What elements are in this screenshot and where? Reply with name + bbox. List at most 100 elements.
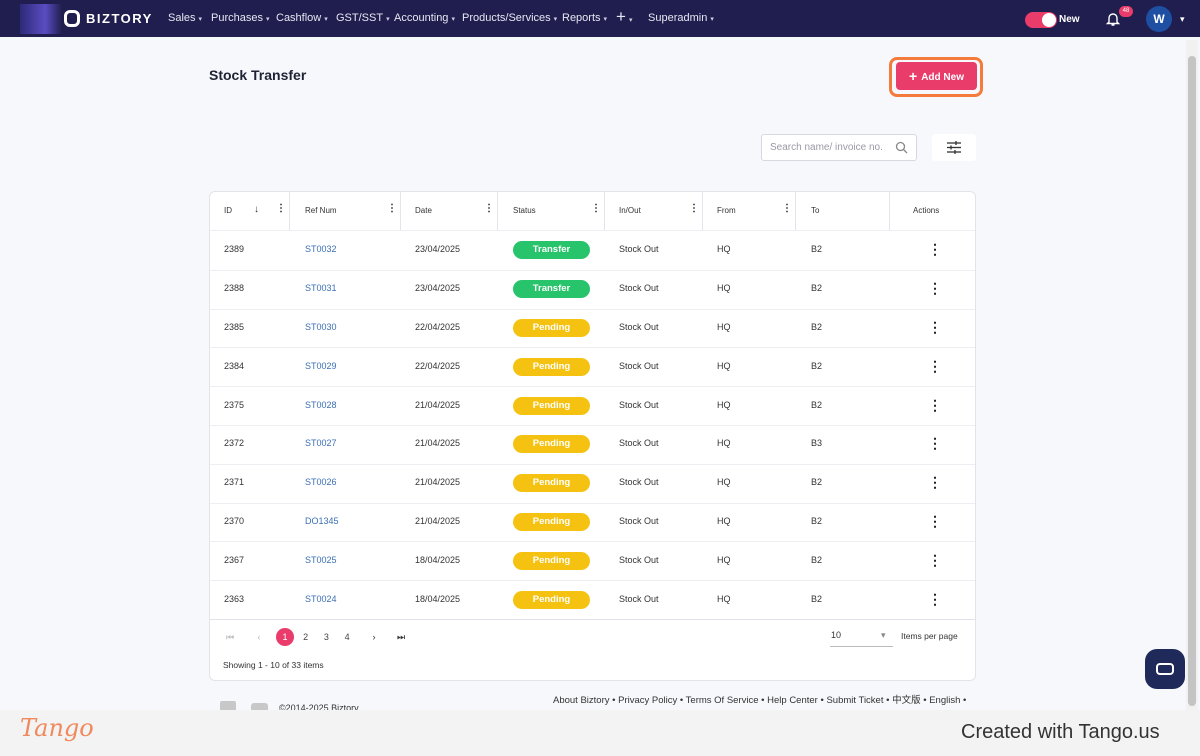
- brand-mosaic: [20, 4, 62, 34]
- inout-cell: Stock Out: [619, 593, 659, 604]
- pager-nav[interactable]: ⏭: [396, 632, 406, 642]
- from-cell: HQ: [717, 322, 731, 332]
- column-header[interactable]: In/Out: [619, 206, 641, 215]
- bell[interactable]: [1105, 11, 1121, 27]
- page-title: Stock Transfer: [209, 67, 307, 83]
- column-header[interactable]: ID: [224, 206, 232, 215]
- pager-nav[interactable]: ‹: [257, 632, 261, 642]
- inout-cell: Stock Out: [619, 477, 659, 488]
- column-header[interactable]: Date: [415, 206, 432, 215]
- id-cell: 2371: [224, 477, 245, 488]
- brand-name[interactable]: BIZTORY: [86, 11, 153, 26]
- column-menu[interactable]: ⋮: [689, 203, 699, 214]
- scroll-thumb[interactable]: [1188, 56, 1196, 706]
- caret: ▾: [451, 16, 455, 23]
- column-menu[interactable]: ⋮: [782, 203, 792, 214]
- to-cell: B2: [811, 322, 823, 332]
- status-pill: Pending: [513, 590, 590, 609]
- ref-link[interactable]: ST0032: [305, 244, 337, 255]
- menu-item[interactable]: Reports ▾: [562, 12, 608, 24]
- page-number[interactable]: 4: [344, 632, 350, 642]
- avatar[interactable]: W: [1146, 6, 1172, 32]
- add-new-button[interactable]: + Add New: [896, 62, 977, 90]
- filter-button[interactable]: [932, 134, 976, 161]
- column-menu[interactable]: ⋮: [484, 203, 494, 214]
- sort-icon[interactable]: ↓: [254, 204, 259, 215]
- row-actions[interactable]: ⋮: [928, 319, 942, 335]
- ref-link[interactable]: ST0031: [305, 283, 337, 294]
- menu-item[interactable]: Superadmin ▾: [648, 12, 714, 24]
- menu-item[interactable]: GST/SST ▾: [336, 12, 390, 24]
- menu-item[interactable]: + ▾: [616, 7, 633, 26]
- column-header[interactable]: From: [717, 206, 736, 215]
- chat-icon: [1156, 663, 1174, 675]
- footer-link[interactable]: Terms Of Service: [685, 695, 759, 706]
- column-header[interactable]: Ref Num: [305, 206, 337, 215]
- ref-link[interactable]: ST0026: [305, 477, 337, 488]
- caret: ▾: [198, 16, 203, 23]
- row-actions[interactable]: ⋮: [928, 280, 942, 297]
- row-actions[interactable]: ⋮: [928, 590, 942, 607]
- menu-item[interactable]: Accounting ▾: [394, 12, 455, 24]
- from-cell: HQ: [717, 477, 731, 488]
- to-cell: B2: [811, 477, 823, 488]
- row-actions[interactable]: ⋮: [928, 357, 942, 374]
- caret: ▾: [628, 17, 633, 24]
- menu-item[interactable]: Products/Services ▾: [462, 12, 558, 24]
- row-actions[interactable]: ⋮: [928, 513, 942, 529]
- ref-link[interactable]: ST0029: [305, 360, 337, 371]
- to-cell: B2: [811, 399, 823, 410]
- date-cell: 22/04/2025: [415, 322, 461, 332]
- row-actions[interactable]: ⋮: [928, 435, 942, 452]
- pager-nav[interactable]: ⏮: [225, 632, 235, 642]
- status-pill: Pending: [513, 435, 590, 454]
- chat-button[interactable]: [1145, 649, 1185, 689]
- row-actions[interactable]: ⋮: [928, 551, 942, 568]
- date-cell: 21/04/2025: [415, 516, 461, 526]
- ref-link[interactable]: ST0030: [305, 322, 337, 332]
- row-actions[interactable]: ⋮: [928, 241, 942, 258]
- footer-link[interactable]: English: [929, 695, 961, 706]
- column-header[interactable]: To: [811, 206, 820, 215]
- column-header[interactable]: Status: [513, 206, 536, 215]
- column-menu[interactable]: ⋮: [591, 203, 601, 214]
- ref-link[interactable]: DO1345: [305, 516, 339, 526]
- footer-link[interactable]: Help Center: [767, 695, 818, 706]
- row-actions[interactable]: ⋮: [928, 474, 942, 491]
- footer-link[interactable]: Privacy Policy: [618, 695, 678, 706]
- column-header[interactable]: Actions: [913, 206, 940, 215]
- menu-item[interactable]: Purchases ▾: [211, 12, 270, 24]
- page-number[interactable]: 3: [323, 632, 329, 642]
- column-menu[interactable]: ⋮: [387, 203, 397, 214]
- toggle[interactable]: [1025, 12, 1057, 28]
- menu-item[interactable]: Sales ▾: [168, 12, 203, 24]
- footer-link[interactable]: Submit Ticket: [826, 695, 884, 706]
- footer-link[interactable]: 中文版: [892, 695, 921, 706]
- column-divider: [889, 191, 890, 231]
- ref-link[interactable]: ST0025: [305, 554, 337, 565]
- menu-item[interactable]: Cashflow ▾: [276, 12, 328, 24]
- from-cell: HQ: [717, 360, 731, 371]
- page-number[interactable]: 1: [276, 628, 294, 646]
- top-nav: BIZTORY Sales ▾ Purchases ▾ Cashflow ▾ GST/SST…: [0, 0, 1200, 37]
- id-cell: 2363: [224, 593, 245, 604]
- column-menu[interactable]: ⋮: [276, 203, 286, 214]
- ref-link[interactable]: ST0024: [305, 593, 337, 604]
- ref-link[interactable]: ST0028: [305, 399, 337, 410]
- page-number[interactable]: 2: [303, 632, 309, 642]
- column-divider: [604, 191, 605, 231]
- search-box[interactable]: Search name/ invoice no.: [761, 134, 917, 161]
- column-divider: [497, 191, 498, 231]
- page-size-select[interactable]: 10 ▾: [830, 629, 893, 647]
- id-cell: 2367: [224, 554, 245, 565]
- toggle-knob: [1042, 13, 1056, 27]
- table-card: [209, 191, 976, 681]
- separator: •: [960, 695, 967, 706]
- inout-cell: Stock Out: [619, 244, 659, 255]
- pager-nav[interactable]: ›: [372, 632, 376, 642]
- row-actions[interactable]: ⋮: [928, 396, 942, 413]
- date-cell: 22/04/2025: [415, 360, 461, 371]
- id-cell: 2372: [224, 438, 245, 449]
- ref-link[interactable]: ST0027: [305, 438, 337, 449]
- footer-link[interactable]: About Biztory: [553, 695, 610, 706]
